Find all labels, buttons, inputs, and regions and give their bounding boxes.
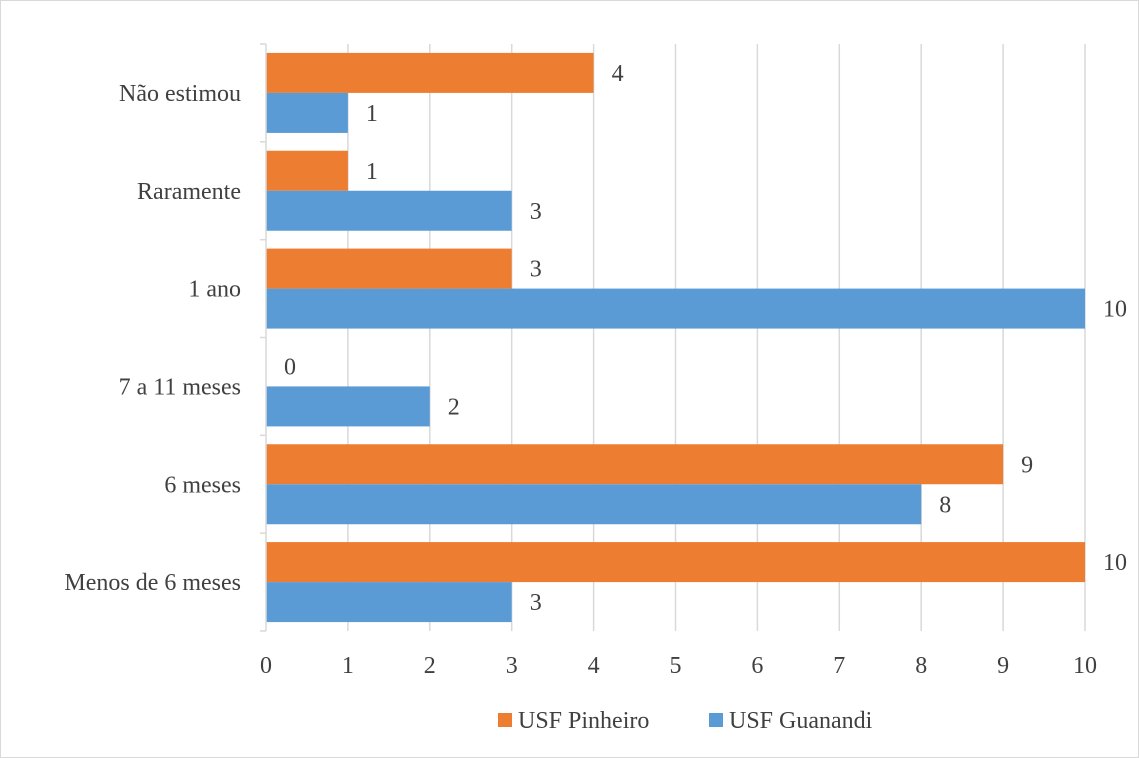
legend: USF Pinheiro USF Guanandi bbox=[498, 708, 873, 734]
bar-pinheiro bbox=[266, 248, 512, 289]
data-label: 3 bbox=[530, 199, 542, 225]
legend-swatch bbox=[709, 713, 723, 727]
bar-guanandi bbox=[266, 288, 1085, 329]
x-tick-label: 6 bbox=[751, 653, 763, 679]
bar-guanandi bbox=[266, 92, 348, 133]
x-tick-label: 3 bbox=[506, 653, 518, 679]
bar-guanandi bbox=[266, 386, 430, 427]
data-label: 4 bbox=[612, 61, 624, 87]
data-label: 10 bbox=[1103, 297, 1127, 323]
bar-guanandi bbox=[266, 484, 922, 525]
bar-pinheiro bbox=[266, 444, 1004, 485]
x-tick-label: 10 bbox=[1073, 653, 1097, 679]
axes bbox=[260, 43, 267, 632]
data-label: 10 bbox=[1103, 550, 1127, 576]
category-label: 6 meses bbox=[164, 472, 241, 498]
x-tick-label: 2 bbox=[424, 653, 436, 679]
data-label: 8 bbox=[939, 492, 951, 518]
x-tick-label: 7 bbox=[833, 653, 845, 679]
bar-pinheiro bbox=[266, 542, 1085, 583]
x-tick-label: 5 bbox=[670, 653, 682, 679]
bar-guanandi bbox=[266, 582, 512, 623]
data-label: 9 bbox=[1021, 452, 1033, 478]
x-tick-label: 1 bbox=[342, 653, 354, 679]
bar-pinheiro bbox=[266, 52, 594, 93]
bar-guanandi bbox=[266, 190, 512, 231]
data-label: 1 bbox=[366, 101, 378, 127]
gridlines bbox=[347, 44, 1086, 631]
data-label: 3 bbox=[530, 590, 542, 616]
category-label: Não estimou bbox=[119, 81, 241, 107]
data-label: 2 bbox=[448, 394, 460, 420]
category-label: Raramente bbox=[137, 179, 241, 205]
data-label: 0 bbox=[284, 354, 296, 380]
x-tick-label: 8 bbox=[915, 653, 927, 679]
legend-swatch bbox=[498, 713, 512, 727]
x-tick-label: 4 bbox=[588, 653, 600, 679]
x-tick-label: 0 bbox=[260, 653, 272, 679]
legend-label: USF Pinheiro bbox=[518, 708, 649, 734]
bar-pinheiro bbox=[266, 150, 348, 191]
data-label: 3 bbox=[530, 257, 542, 283]
category-label: Menos de 6 meses bbox=[64, 570, 241, 596]
bars bbox=[266, 52, 1085, 623]
x-tick-label: 9 bbox=[997, 653, 1009, 679]
category-label: 1 ano bbox=[188, 277, 241, 303]
category-label: 7 a 11 meses bbox=[119, 374, 241, 400]
data-label: 1 bbox=[366, 159, 378, 185]
legend-label: USF Guanandi bbox=[729, 708, 873, 734]
